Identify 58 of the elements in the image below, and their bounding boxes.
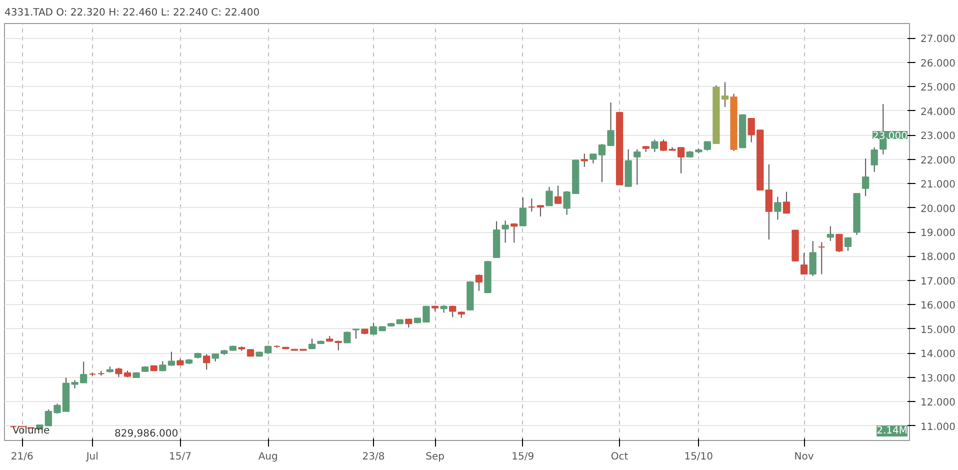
- candlestick: [502, 220, 509, 244]
- candlestick: [870, 146, 878, 172]
- candlestick: [510, 222, 518, 244]
- x-tick-label: 15/10: [684, 452, 714, 462]
- x-tick-label: Nov: [794, 452, 814, 462]
- y-tick-label: 25.000: [920, 82, 956, 94]
- x-tick-label: 21/6: [10, 452, 34, 462]
- candlestick: [449, 305, 456, 318]
- annotation: 829,986.000: [114, 428, 178, 440]
- candlestick: [765, 164, 772, 240]
- candlestick: [546, 186, 553, 207]
- candlestick: [818, 242, 826, 275]
- candlestick: [826, 226, 834, 242]
- candlestick: [800, 252, 808, 275]
- candlestick: [809, 240, 816, 277]
- candlestick: [528, 198, 536, 212]
- candlestick: [836, 233, 843, 253]
- y-tick-label: 13.000: [920, 373, 956, 384]
- candlestick: [344, 331, 351, 344]
- y-tick-label: 26.000: [920, 58, 956, 70]
- chart-title: 4331.TAD O: 22.320 H: 22.460 L: 22.240 C: 22.400: [4, 8, 260, 18]
- candlestick: [862, 158, 870, 197]
- y-tick-label: 15.000: [920, 324, 956, 336]
- y-tick-label: 19.000: [920, 228, 956, 239]
- y-tick-label: 12.000: [920, 398, 956, 409]
- y-tick-label: 14.000: [920, 349, 956, 360]
- candlestick: [651, 139, 658, 152]
- y-tick-label: 20.000: [920, 204, 956, 215]
- candlestick: [844, 236, 852, 252]
- x-tick-label: Oct: [610, 452, 628, 462]
- x-tick-label: 23/8: [362, 452, 385, 462]
- annotation: 2.14M: [876, 426, 908, 436]
- candlestick: [352, 328, 360, 340]
- y-tick-label: 17.000: [920, 276, 956, 288]
- x-tick-label: Jul: [85, 452, 98, 462]
- candlestick: [782, 191, 790, 214]
- y-tick-label: 23.000: [920, 131, 956, 142]
- candlestick: [580, 153, 588, 168]
- x-tick-label: 15/9: [512, 452, 534, 462]
- candlestick: [519, 197, 526, 227]
- y-tick-label: 16.000: [920, 300, 956, 312]
- candlestick: [475, 274, 483, 292]
- y-tick-label: 27.000: [920, 34, 956, 46]
- y-tick-label: 11.000: [920, 422, 956, 433]
- candlestick: [554, 185, 562, 204]
- candlestick: [203, 354, 210, 370]
- y-tick-label: 18.000: [920, 252, 956, 264]
- candlestick: [774, 196, 782, 220]
- candlestick: [536, 204, 544, 217]
- y-tick-label: 24.000: [920, 106, 956, 118]
- candlestick: [634, 148, 641, 186]
- annotation: Volume: [12, 426, 50, 436]
- x-tick-label: Sep: [426, 452, 444, 462]
- candlestick: [168, 351, 176, 366]
- x-tick-label: Aug: [258, 452, 278, 462]
- y-tick-label: 22.000: [920, 155, 956, 166]
- y-tick-label: 21.000: [920, 180, 956, 191]
- x-tick-label: 15/7: [169, 452, 192, 462]
